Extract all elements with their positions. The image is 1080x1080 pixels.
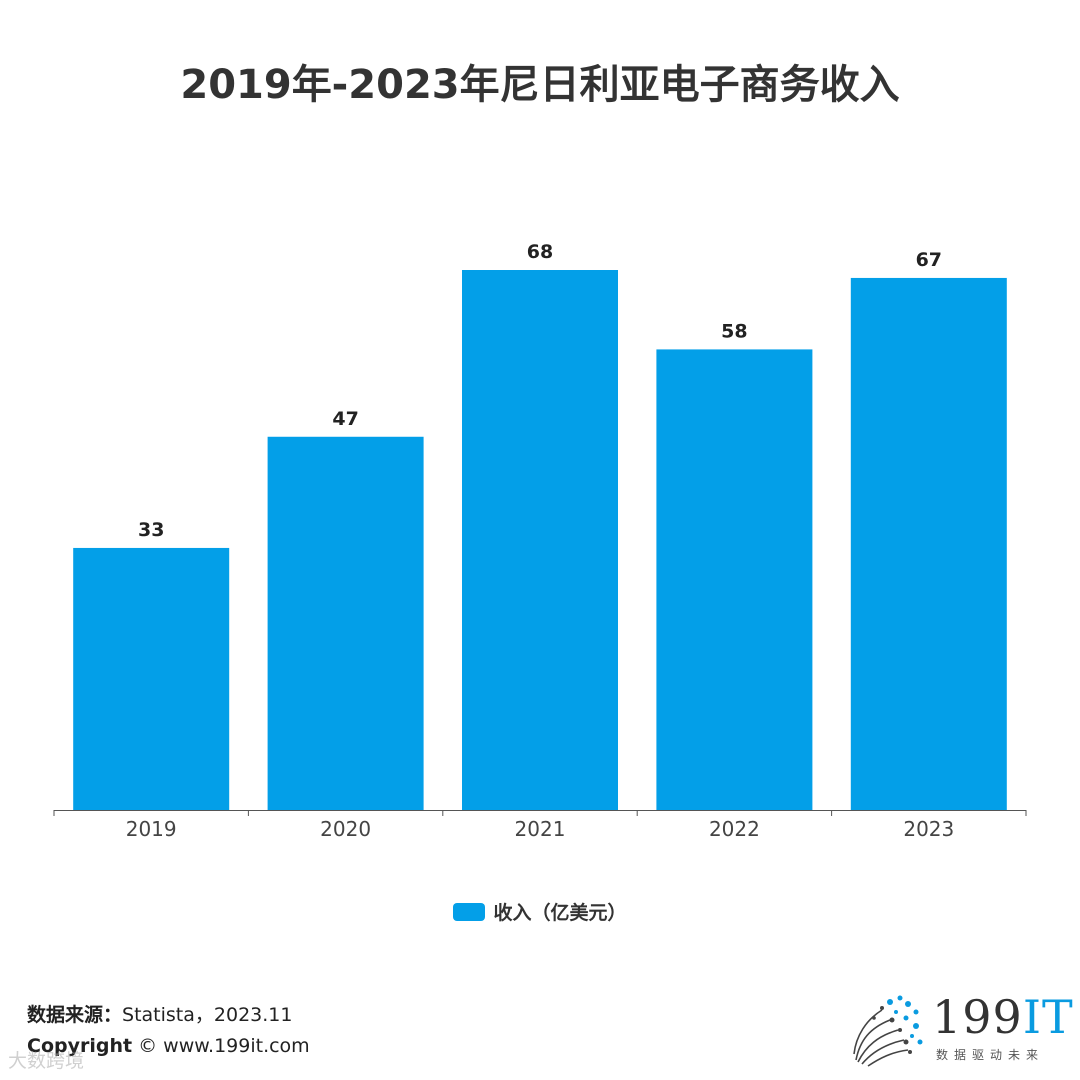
data-label-2022: 58	[721, 320, 747, 342]
data-source: 数据来源：Statista，2023.11	[27, 1000, 292, 1027]
x-tick-label-2022: 2022	[709, 817, 760, 841]
bar-2021	[462, 270, 618, 810]
bar-2020	[267, 436, 424, 810]
data-label-2019: 33	[138, 519, 164, 541]
x-tick-label-2020: 2020	[320, 817, 371, 841]
data-label-2023: 67	[916, 249, 942, 271]
source-key: 数据来源：	[27, 1004, 123, 1026]
brand-name-suffix: IT	[1022, 990, 1074, 1044]
watermark: 大数跨境	[8, 1050, 85, 1072]
copyright-key: Copyright	[27, 1035, 133, 1057]
bar-2019	[73, 547, 230, 810]
brand-tagline: 数据驱动未来	[936, 1048, 1045, 1062]
copyright: Copyright © www.199it.com	[27, 1035, 310, 1057]
bar-2023	[850, 277, 1007, 810]
chart-title: 2019年-2023年尼日利亚电子商务收入	[180, 62, 900, 108]
brand-name: 199IT	[932, 990, 1074, 1044]
data-label-2020: 47	[332, 408, 358, 430]
bar-2022	[656, 349, 813, 810]
x-tick-label-2021: 2021	[515, 817, 566, 841]
legend-label: 收入（亿美元）	[493, 902, 627, 924]
legend-swatch	[453, 902, 486, 921]
x-tick-label-2019: 2019	[126, 817, 177, 841]
brand-logo: 199IT 数据驱动未来	[846, 990, 1073, 1070]
x-tick-label-2023: 2023	[903, 817, 954, 841]
brand-name-prefix: 199	[932, 990, 1023, 1044]
source-value: Statista，2023.11	[122, 1004, 293, 1026]
data-label-2021: 68	[527, 241, 553, 263]
legend: 收入（亿美元）	[0, 898, 1080, 925]
brand-dots-icon	[853, 995, 923, 1067]
copyright-value: © www.199it.com	[138, 1035, 310, 1057]
